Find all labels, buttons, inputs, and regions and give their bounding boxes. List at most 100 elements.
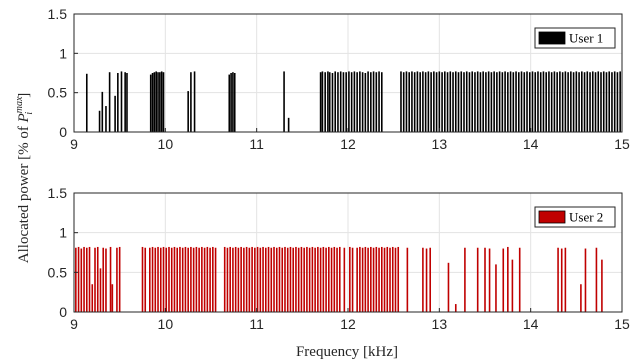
bar: [383, 247, 386, 312]
y-tick-label: 1: [59, 225, 67, 241]
bar: [501, 72, 504, 132]
bar: [484, 247, 486, 312]
bar: [321, 71, 324, 132]
bar: [108, 72, 111, 132]
bar: [234, 246, 237, 312]
bar: [380, 72, 383, 132]
bar: [605, 72, 608, 132]
bar: [441, 72, 443, 132]
bar: [509, 71, 512, 132]
bar: [203, 247, 206, 312]
bar: [214, 247, 217, 312]
bar: [88, 246, 91, 312]
bar: [487, 71, 490, 132]
bar: [394, 247, 397, 312]
bar: [77, 246, 80, 312]
bar: [308, 247, 311, 312]
bar: [372, 247, 375, 312]
x-tick-label: 10: [158, 136, 174, 152]
bar: [375, 246, 378, 312]
bar: [438, 71, 441, 132]
bar: [193, 71, 196, 132]
bar: [295, 246, 297, 312]
bar: [419, 72, 421, 132]
x-tick-label: 12: [340, 136, 356, 152]
bar: [518, 247, 521, 312]
legend-label: User 1: [569, 31, 603, 46]
bar: [331, 73, 334, 132]
bar: [429, 247, 431, 312]
bar: [348, 71, 350, 132]
bar: [330, 247, 333, 312]
bar: [230, 73, 232, 132]
y-tick-label: 0: [59, 124, 67, 140]
bar: [446, 72, 449, 132]
bar: [151, 246, 154, 312]
bar: [351, 247, 354, 312]
bar: [391, 246, 394, 312]
bar: [284, 246, 286, 312]
bar: [343, 247, 346, 312]
x-tick-label: 13: [432, 316, 448, 332]
bar: [233, 73, 236, 132]
bar: [583, 72, 586, 132]
bar: [553, 71, 556, 132]
bar: [85, 73, 88, 132]
bar: [149, 74, 152, 132]
bar: [120, 71, 123, 132]
bar: [575, 71, 578, 132]
bar: [370, 246, 372, 312]
bar: [619, 71, 621, 132]
bar: [322, 246, 325, 312]
bar: [75, 247, 77, 312]
bar: [118, 246, 121, 312]
bar: [594, 72, 597, 132]
bar: [342, 72, 345, 132]
bar: [447, 262, 450, 312]
bar: [378, 247, 380, 312]
bar: [581, 71, 583, 132]
bar: [333, 246, 336, 312]
bar: [278, 246, 281, 312]
bar: [223, 246, 226, 312]
y-tick-label: 0.5: [48, 264, 68, 280]
bar: [201, 246, 203, 312]
y-tick-label: 0: [59, 304, 67, 320]
bar: [528, 72, 531, 132]
x-tick-label: 15: [614, 316, 630, 332]
bar: [578, 72, 580, 132]
bar: [281, 247, 284, 312]
bar: [83, 246, 85, 312]
bar: [495, 264, 497, 312]
bar: [498, 71, 501, 132]
bar: [212, 246, 214, 312]
bar: [507, 72, 509, 132]
bar: [116, 247, 118, 312]
bar: [153, 72, 156, 132]
bar: [496, 72, 498, 132]
bar: [504, 71, 506, 132]
bar: [539, 72, 542, 132]
bar: [289, 246, 292, 312]
bar: [405, 71, 408, 132]
bar: [160, 71, 163, 132]
x-axis-label: Frequency [kHz]: [296, 344, 398, 360]
x-tick-label: 13: [432, 136, 448, 152]
bar: [275, 247, 278, 312]
bar: [228, 74, 231, 132]
bar: [287, 117, 290, 132]
bar: [507, 246, 509, 312]
bar: [98, 110, 101, 132]
bar: [597, 71, 600, 132]
x-tick-label: 11: [249, 136, 264, 152]
bar: [586, 71, 589, 132]
bar: [319, 247, 322, 312]
bar: [270, 247, 273, 312]
legend-swatch: [538, 31, 566, 45]
bar: [168, 246, 170, 312]
bar: [283, 71, 285, 132]
bar: [482, 71, 484, 132]
bar: [240, 246, 242, 312]
bar: [367, 71, 369, 132]
